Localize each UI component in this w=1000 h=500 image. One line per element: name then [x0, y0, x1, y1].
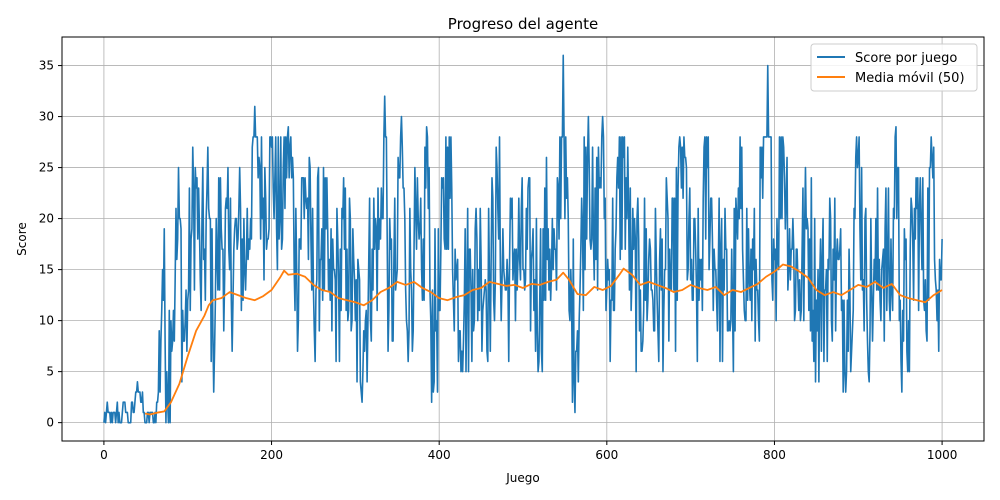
legend-label-moving-average: Media móvil (50): [855, 71, 965, 86]
plot-frame: [61, 36, 985, 442]
y-tick-label: 0: [46, 416, 54, 430]
plot-layer: [103, 54, 943, 424]
x-tick-label: 200: [260, 448, 283, 462]
series-line-score: [103, 54, 943, 424]
legend-box: [810, 43, 978, 92]
y-tick-label: 30: [39, 110, 54, 124]
x-tick-label: 600: [595, 448, 618, 462]
y-tick-label: 25: [39, 161, 54, 175]
chart-title: Progreso del agente: [448, 15, 598, 33]
y-tick-label: 35: [39, 59, 54, 73]
y-axis-label: Score: [15, 222, 29, 256]
x-tick-label: 0: [100, 448, 108, 462]
legend-label-score: Score por juego: [855, 51, 957, 66]
tick-layer: 0 200 400 600 800 1000 0 5 10 15 20 25 30 35: [39, 59, 958, 462]
series-line-moving-average: [144, 263, 943, 416]
x-tick-label: 1000: [927, 448, 958, 462]
y-tick-label: 5: [46, 365, 54, 379]
x-tick-label: 400: [428, 448, 451, 462]
x-axis-label: Juego: [505, 471, 540, 485]
y-tick-label: 10: [39, 314, 54, 328]
x-tick-label: 800: [763, 448, 786, 462]
y-tick-label: 15: [39, 263, 54, 277]
y-tick-label: 20: [39, 212, 54, 226]
legend: Score por juego Media móvil (50): [810, 43, 978, 92]
